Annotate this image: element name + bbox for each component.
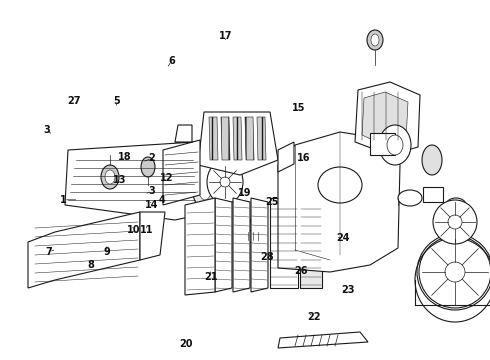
Text: 25: 25 [265,197,279,207]
Ellipse shape [207,160,243,204]
Text: 6: 6 [168,56,175,66]
Text: 28: 28 [260,252,274,262]
Ellipse shape [433,200,477,244]
Polygon shape [198,112,278,175]
Polygon shape [185,198,215,295]
Text: 10: 10 [126,225,140,235]
Text: 18: 18 [118,152,132,162]
Text: 4: 4 [158,195,165,205]
Ellipse shape [101,165,119,189]
Text: 12: 12 [160,173,173,183]
Text: 17: 17 [219,31,232,41]
Text: 21: 21 [204,272,218,282]
Ellipse shape [367,30,383,50]
Text: 20: 20 [179,339,193,349]
Ellipse shape [318,167,362,203]
Polygon shape [257,117,266,160]
Ellipse shape [234,215,252,239]
Polygon shape [209,117,218,160]
Polygon shape [233,198,250,292]
Polygon shape [278,332,368,348]
Polygon shape [65,142,215,220]
Text: 26: 26 [294,266,308,276]
Bar [270,198,298,288]
Text: 19: 19 [238,188,252,198]
Ellipse shape [398,190,422,206]
Polygon shape [362,92,408,147]
Text: 22: 22 [307,312,320,322]
Polygon shape [233,117,242,160]
Text: 8: 8 [87,260,94,270]
Ellipse shape [422,145,442,175]
Ellipse shape [196,206,212,254]
Ellipse shape [448,215,462,229]
Bar [423,187,443,202]
Ellipse shape [445,262,465,282]
Text: 16: 16 [297,153,311,163]
Text: 3: 3 [43,125,50,135]
Ellipse shape [371,34,379,46]
Polygon shape [245,117,254,160]
Text: 15: 15 [292,103,306,113]
Text: 13: 13 [113,175,127,185]
Text: 7: 7 [46,247,52,257]
Text: 9: 9 [103,247,110,257]
Ellipse shape [387,135,403,155]
Bar [300,198,322,288]
Text: 1: 1 [60,195,67,205]
Text: 5: 5 [113,96,120,106]
Ellipse shape [220,177,230,187]
Text: 3: 3 [148,186,155,196]
Polygon shape [278,142,294,172]
Ellipse shape [446,198,466,212]
Text: 24: 24 [336,233,350,243]
Polygon shape [221,117,230,160]
Bar [370,133,395,155]
Polygon shape [355,82,420,155]
Polygon shape [175,125,192,142]
Ellipse shape [417,234,490,310]
Polygon shape [28,212,140,288]
Ellipse shape [197,160,213,200]
Ellipse shape [238,220,248,234]
Ellipse shape [141,157,155,177]
Text: 27: 27 [67,96,80,106]
Polygon shape [215,198,232,292]
Polygon shape [163,140,200,205]
Bar [243,230,263,242]
Ellipse shape [105,170,115,184]
Text: 2: 2 [148,153,155,163]
Text: 11: 11 [140,225,154,235]
Polygon shape [278,132,400,272]
Ellipse shape [191,150,219,210]
Polygon shape [251,198,268,292]
Ellipse shape [379,125,411,165]
Polygon shape [140,212,165,260]
Text: 14: 14 [145,200,159,210]
Text: 23: 23 [341,285,355,295]
